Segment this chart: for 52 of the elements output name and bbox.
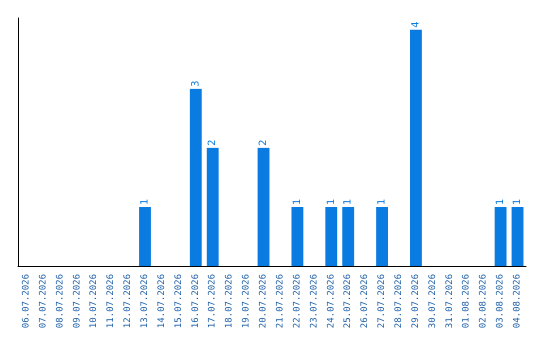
x-tick-label: 02.08.2026 [478, 274, 489, 328]
bar [410, 30, 422, 266]
x-tick-label: 22.07.2026 [292, 274, 302, 328]
data-label: 1 [376, 198, 388, 205]
bar [258, 148, 270, 266]
x-tick-label: 28.07.2026 [394, 274, 404, 328]
x-tick-label: 21.07.2026 [275, 274, 286, 328]
x-tick-label: 10.07.2026 [89, 274, 100, 328]
bar [512, 206, 524, 266]
data-label: 1 [342, 198, 354, 205]
x-tick-label: 14.07.2026 [156, 274, 167, 328]
bar [291, 206, 304, 266]
x-tick-label: 23.07.2026 [309, 274, 320, 328]
bar [342, 206, 354, 266]
x-tick-label: 25.07.2026 [343, 274, 354, 328]
x-tick-label: 06.07.2026 [21, 274, 32, 328]
x-tick-label: 26.07.2026 [360, 274, 370, 328]
x-tick-label: 11.07.2026 [106, 274, 116, 328]
x-tick-label: 18.07.2026 [224, 274, 235, 328]
data-label: 4 [410, 21, 422, 28]
x-tick-label: 12.07.2026 [123, 274, 134, 328]
x-tick-label: 16.07.2026 [190, 274, 201, 328]
x-tick-label: 04.08.2026 [512, 274, 523, 328]
data-label: 3 [190, 80, 202, 87]
x-tick-label: 15.07.2026 [174, 274, 184, 328]
x-tick-label: 30.07.2026 [428, 274, 438, 328]
data-label: 1 [495, 198, 506, 205]
x-tick-label: 13.07.2026 [140, 274, 150, 328]
x-tick-label: 19.07.2026 [242, 274, 252, 328]
data-label: 1 [326, 198, 337, 205]
x-tick-label: 24.07.2026 [326, 274, 336, 328]
bar [190, 88, 202, 266]
bar [325, 206, 338, 266]
x-tick-label: 29.07.2026 [410, 274, 421, 328]
data-label: 1 [140, 198, 150, 205]
bar [494, 206, 507, 266]
x-tick-label: 31.07.2026 [444, 274, 455, 328]
x-tick-label: 20.07.2026 [258, 274, 269, 328]
x-tick-label: 17.07.2026 [208, 274, 218, 328]
bar [139, 206, 151, 266]
data-label: 2 [207, 140, 218, 146]
data-label: 1 [292, 198, 303, 205]
x-tick-label: 27.07.2026 [377, 274, 388, 328]
bar [206, 148, 219, 266]
x-tick-label: 08.07.2026 [55, 274, 66, 328]
x-tick-label: 07.07.2026 [38, 274, 48, 328]
x-tick-label: 01.08.2026 [462, 274, 472, 328]
x-tick-label: 09.07.2026 [72, 274, 82, 328]
data-label: 1 [512, 198, 524, 205]
x-tick-label: 03.08.2026 [496, 274, 506, 328]
bar [376, 206, 388, 266]
data-label: 2 [258, 140, 270, 146]
